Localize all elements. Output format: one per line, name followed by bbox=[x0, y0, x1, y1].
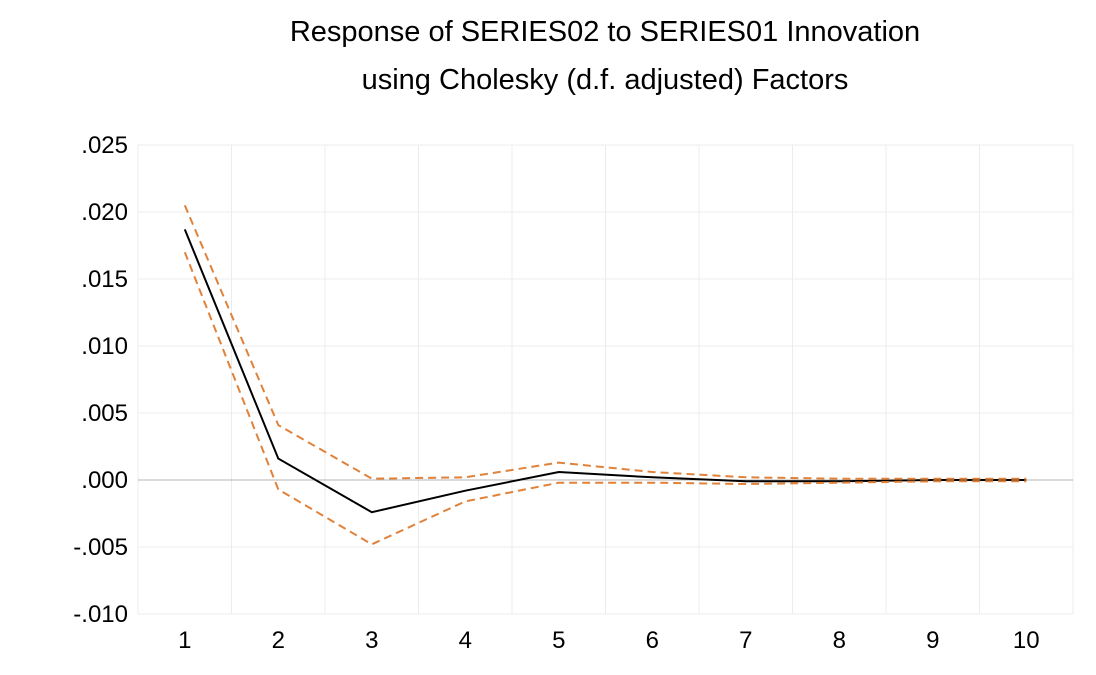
axes: .025 .020 .015 .010 .005 .000 -.005 -.010 1 2 3 4 5 6… bbox=[73, 132, 1039, 654]
chart-title-line-1: Response of SERIES02 to SERIES01 Innovat… bbox=[289, 16, 921, 48]
y-tick-label: .025 bbox=[81, 132, 128, 159]
x-tick-label: 5 bbox=[552, 627, 565, 654]
chart-title: Response of SERIES02 to SERIES01 Innovat… bbox=[0, 8, 1096, 104]
x-tick-label: 2 bbox=[272, 627, 285, 654]
x-tick-label: 7 bbox=[739, 627, 752, 654]
confidence-band-line bbox=[183, 204, 1027, 480]
y-tick-label: -.005 bbox=[73, 534, 128, 561]
y-tick-label: .000 bbox=[81, 467, 128, 494]
series-group bbox=[183, 204, 1027, 546]
x-tick-label: 8 bbox=[833, 627, 846, 654]
y-tick-label: .015 bbox=[81, 266, 128, 293]
y-tick-label: .020 bbox=[81, 199, 128, 226]
x-tick-label: 3 bbox=[365, 627, 378, 654]
x-tick-label: 10 bbox=[1013, 627, 1040, 654]
x-tick-label: 9 bbox=[926, 627, 939, 654]
x-tick-label: 4 bbox=[459, 627, 472, 654]
y-tick-label: .005 bbox=[81, 400, 128, 427]
grid bbox=[137, 144, 1074, 615]
chart-title-line-2: using Cholesky (d.f. adjusted) Factors bbox=[361, 64, 849, 96]
y-tick-label: .010 bbox=[81, 333, 128, 360]
x-tick-label: 1 bbox=[178, 627, 191, 654]
confidence-band-line bbox=[183, 251, 1027, 546]
x-tick-label: 6 bbox=[646, 627, 659, 654]
response-line bbox=[183, 229, 1027, 514]
y-tick-label: -.010 bbox=[73, 601, 128, 628]
